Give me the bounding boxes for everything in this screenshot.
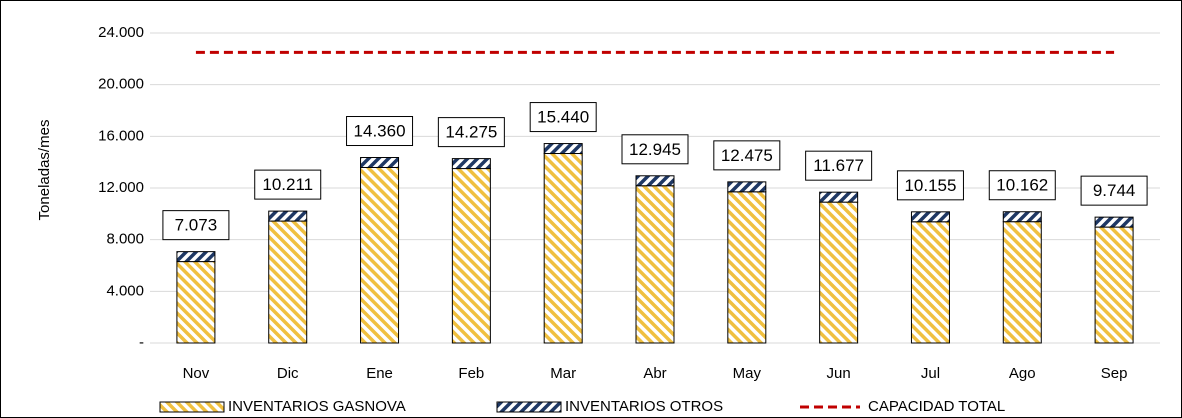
total-label: 7.073 — [175, 216, 218, 235]
bar-segment — [910, 221, 950, 344]
total-label: 14.360 — [354, 122, 406, 141]
total-label-box — [896, 170, 964, 201]
bar-segment — [727, 181, 767, 193]
x-tick-label: Abr — [643, 365, 666, 382]
bar-segment — [1002, 211, 1042, 223]
y-tick-label: 4.000 — [106, 282, 144, 299]
y-tick-label: - — [139, 334, 144, 351]
bar-segment — [176, 261, 216, 344]
bar-segment — [268, 210, 308, 222]
bar-segment — [1002, 221, 1042, 344]
bar-segment — [176, 251, 216, 263]
bar-segment — [727, 191, 767, 344]
x-tick-label: Sep — [1101, 365, 1128, 382]
bar-segment — [635, 175, 675, 187]
total-label-box — [621, 134, 689, 165]
bar-segment — [360, 166, 400, 344]
bar-segment — [543, 153, 583, 344]
x-tick-label: Dic — [277, 365, 299, 382]
total-label-box — [162, 210, 230, 241]
bar-segment — [635, 185, 675, 344]
total-label: 10.211 — [262, 175, 313, 194]
bar-segment — [910, 211, 950, 223]
total-label-box — [254, 169, 322, 200]
total-label: 15.440 — [537, 108, 589, 127]
total-label-box — [713, 140, 781, 171]
x-tick-label: Nov — [183, 365, 210, 382]
bar-segment — [268, 220, 308, 344]
total-label: 10.162 — [996, 176, 1048, 195]
total-label: 12.475 — [721, 146, 773, 165]
total-label: 11.677 — [813, 156, 864, 175]
legend-swatch — [496, 401, 562, 413]
total-label-box — [529, 102, 597, 133]
bar-segment — [1094, 226, 1134, 344]
total-label-box — [437, 117, 505, 148]
legend-swatch — [159, 401, 225, 413]
total-label: 9.744 — [1093, 181, 1136, 200]
y-tick-label: 20.000 — [98, 76, 144, 93]
total-label-box — [346, 116, 414, 147]
bar-segment — [1094, 216, 1134, 228]
total-label-box — [805, 150, 873, 181]
bar-segment — [451, 168, 491, 344]
legend-label: CAPACIDAD TOTAL — [868, 398, 1005, 415]
x-tick-label: Mar — [550, 365, 576, 382]
y-axis-title: Toneladas/mes — [36, 120, 53, 221]
x-tick-label: Jul — [921, 365, 940, 382]
x-tick-label: May — [733, 365, 762, 382]
total-label: 14.275 — [445, 123, 497, 142]
legend-label: INVENTARIOS OTROS — [565, 398, 723, 415]
legend-label: INVENTARIOS GASNOVA — [228, 398, 406, 415]
x-tick-label: Ago — [1009, 365, 1036, 382]
y-tick-label: 24.000 — [98, 24, 144, 41]
bar-segment — [819, 201, 859, 344]
total-label-box — [1080, 175, 1148, 206]
bar-segment — [543, 143, 583, 155]
y-tick-label: 8.000 — [106, 231, 144, 248]
bar-segment — [819, 191, 859, 203]
y-tick-label: 16.000 — [98, 127, 144, 144]
bar-segment — [360, 157, 400, 168]
total-label: 12.945 — [629, 140, 681, 159]
bar-segment — [451, 158, 491, 170]
total-label: 10.155 — [904, 176, 956, 195]
x-tick-label: Jun — [827, 365, 851, 382]
x-tick-label: Feb — [458, 365, 484, 382]
x-tick-label: Ene — [366, 365, 393, 382]
y-tick-label: 12.000 — [98, 179, 144, 196]
total-label-box — [988, 170, 1056, 201]
